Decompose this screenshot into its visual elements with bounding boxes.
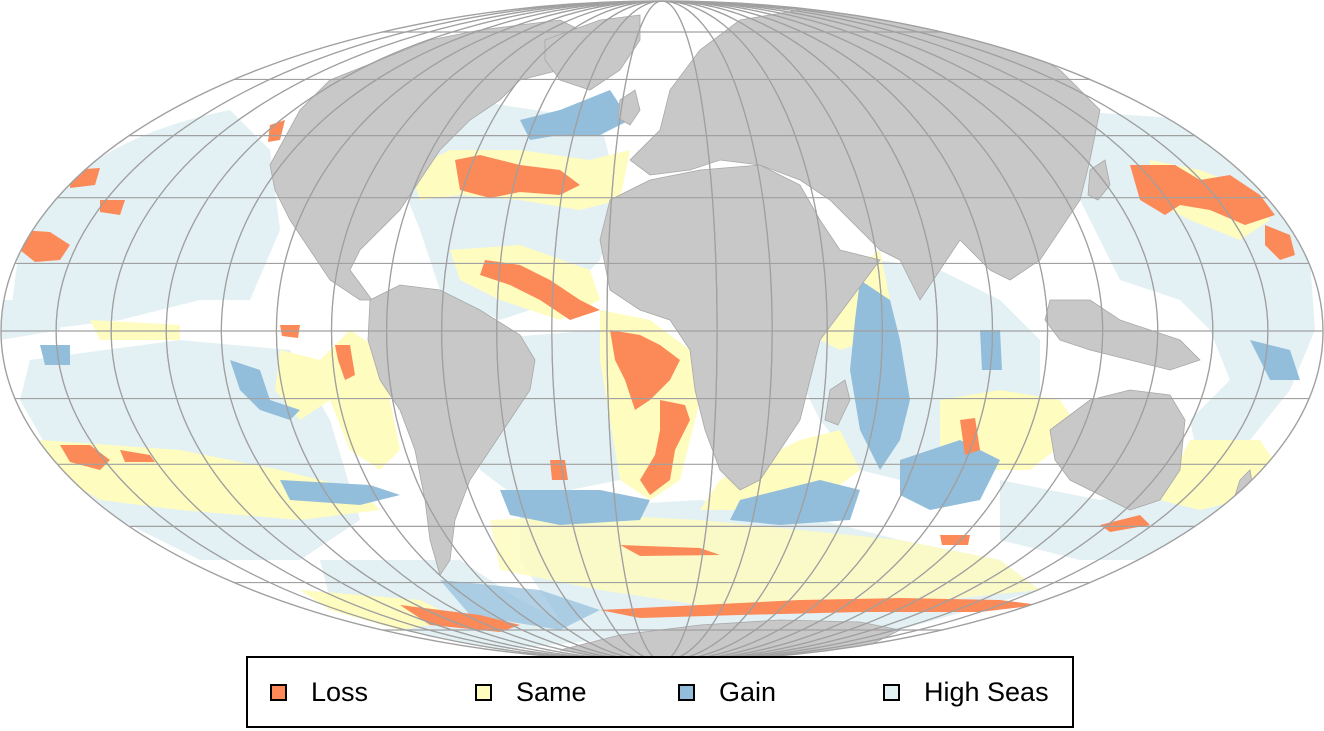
africa [599,164,881,491]
same-swatch [475,683,492,701]
world-map [0,0,1324,660]
high-seas-swatch [883,683,900,701]
japan [1087,159,1111,201]
legend: Loss Same Gain High Seas [246,656,1074,728]
legend-label: Gain [719,676,777,707]
australia [1049,389,1186,511]
legend-item-same: Same [475,658,587,726]
globe-outline [0,0,1324,660]
loss-region [20,95,1295,632]
greenland [544,14,641,91]
loss-swatch [270,683,287,701]
graticule [1,1,1323,660]
legend-label: Same [516,676,587,707]
legend-item-gain: Gain [678,658,776,726]
legend-label: High Seas [924,676,1049,707]
southeast-asia-islands [1044,299,1201,371]
uk-ireland [617,89,641,126]
legend-item-high-seas: High Seas [883,658,1049,726]
madagascar [824,379,851,426]
legend-item-loss: Loss [270,658,368,726]
gain-swatch [678,683,695,701]
north-america [269,19,601,301]
legend-label: Loss [311,676,369,707]
